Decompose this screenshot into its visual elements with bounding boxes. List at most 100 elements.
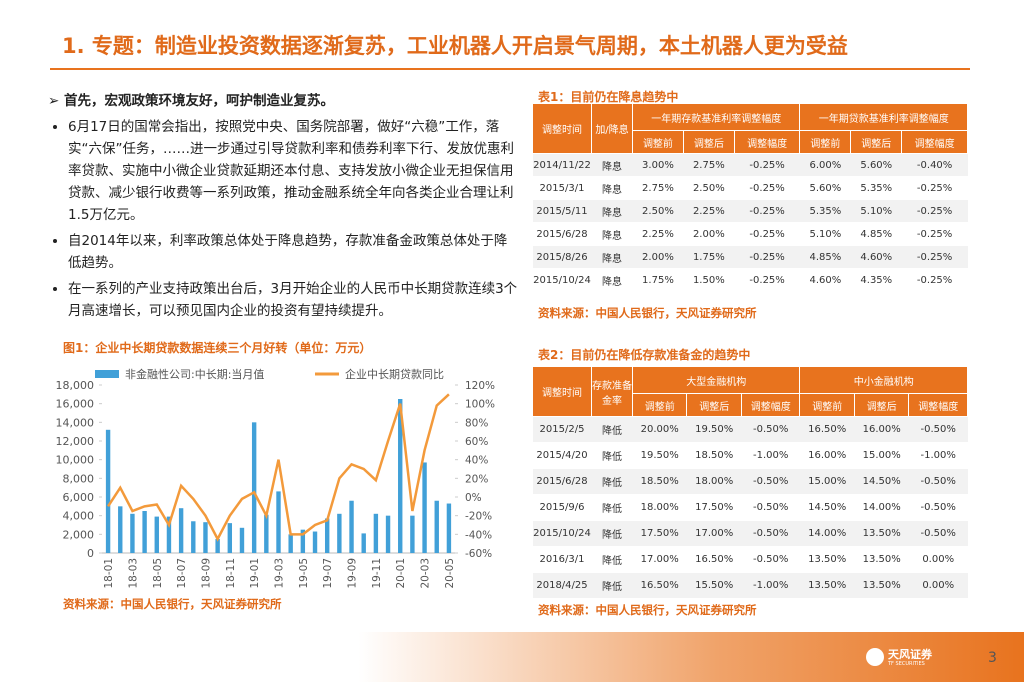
bar: [130, 513, 135, 553]
table-cell: 2.75%: [683, 153, 735, 177]
table-title: 表2：目前仍在降低存款准备金的趋势中: [538, 348, 751, 362]
table-cell: 6.00%: [799, 153, 851, 177]
x-tick-label: 19-09: [347, 558, 359, 589]
table-cell: 5.10%: [850, 199, 902, 223]
brand: 天风证券: [888, 648, 932, 661]
table-row: 2014/11/22 降息 3.00% 2.75% -0.25% 6.00% 5.60% -0…: [532, 153, 968, 177]
x-tick-label: 19-11: [371, 558, 383, 589]
table-cell: 18.00%: [632, 494, 687, 521]
table-cell: 2015/8/26: [532, 245, 592, 269]
table-row: 2015/4/20 降低 19.50% 18.50% -1.00% 16.00% 15.00…: [532, 442, 968, 469]
bar: [154, 516, 159, 553]
table-cell: 4.85%: [850, 222, 902, 246]
y-tick-label: 12,000: [56, 435, 95, 448]
bar: [288, 534, 293, 553]
x-tick-label: 19-07: [322, 558, 334, 589]
bar: [385, 515, 391, 553]
table-cell: 14.50%: [799, 494, 855, 521]
header-cell: 一年期存款基准利率调整幅度: [631, 103, 801, 131]
table-cell: -0.25%: [734, 268, 800, 292]
table-cell: 5.35%: [850, 176, 902, 200]
header-cell: 调整幅度: [901, 130, 968, 154]
bar: [227, 523, 233, 553]
table-cell: 2015/5/11: [532, 199, 592, 223]
table-cell: -0.50%: [908, 468, 968, 495]
table-cell: 降低: [591, 416, 633, 443]
table-row: 2015/10/24 降息 1.75% 1.50% -0.25% 4.60% 4.35% -0…: [532, 268, 968, 292]
bar: [178, 508, 184, 553]
table-cell: 2015/3/1: [532, 176, 592, 200]
table-cell: 15.00%: [854, 442, 909, 469]
table-cell: 2.75%: [632, 176, 684, 200]
table-cell: 2.00%: [683, 222, 735, 246]
table-cell: -0.25%: [901, 199, 968, 223]
table-cell: 1.50%: [683, 268, 735, 292]
bar: [446, 503, 452, 553]
chart-source: 资料来源：中国人民银行，天风证券研究所: [63, 597, 282, 611]
table-cell: 16.50%: [686, 546, 742, 573]
table: 调整时间 加/降息 一年期存款基准利率调整幅度 一年期贷款基准利率调整幅度 调整前 调整后…: [532, 103, 968, 292]
bar: [239, 527, 245, 553]
header-row: 调整前 调整后 调整幅度 调整前 调整后 调整幅度: [533, 130, 968, 154]
table-cell: 2016/3/1: [532, 546, 592, 573]
table-cell: 2018/4/25: [532, 572, 592, 599]
table-cell: 2.25%: [632, 222, 684, 246]
table-cell: -0.25%: [734, 176, 800, 200]
table-cell: 16.00%: [854, 416, 909, 443]
table-cell: 2015/9/6: [532, 494, 592, 521]
table-row: 2016/3/1 降低 17.00% 16.50% -0.50% 13.50% 13.50%…: [532, 546, 968, 573]
bar: [324, 518, 330, 553]
y2-tick-label: -20%: [465, 511, 492, 523]
bullet: 在一系列的产业支持政策出台后，3月开始企业的人民币中长期贷款连续3个月高速增长，…: [68, 278, 520, 322]
table-cell: 2015/4/20: [532, 442, 592, 469]
table-cell: 16.50%: [799, 416, 855, 443]
table-cell: 13.50%: [854, 572, 909, 599]
table-cell: 降低: [591, 546, 633, 573]
table-cell: 17.50%: [632, 520, 687, 547]
table-cell: 降低: [591, 520, 633, 547]
header-cell: 调整时间: [532, 103, 592, 154]
table-cell: 18.50%: [686, 442, 742, 469]
table-cell: 5.35%: [799, 199, 851, 223]
header-cell: 调整后: [853, 393, 910, 417]
bar: [105, 429, 111, 553]
table-cell: -0.50%: [741, 416, 800, 443]
bar: [264, 514, 269, 553]
table-source: 资料来源：中国人民银行，天风证券研究所: [538, 306, 757, 320]
table-cell: 0.00%: [908, 546, 968, 573]
y-tick-label: 10,000: [56, 454, 95, 467]
body-text: ➢ 首先，宏观政策环境友好，呵护制造业复苏。 6月17日的国常会指出，按照党中央…: [48, 90, 520, 326]
table-cell: 降息: [591, 153, 633, 177]
bar: [251, 422, 257, 553]
table-cell: -0.50%: [741, 494, 800, 521]
brand-en: TF SECURITIES: [888, 661, 925, 667]
table-cell: 14.00%: [799, 520, 855, 547]
table-cell: -0.25%: [901, 176, 968, 200]
table-cell: 18.00%: [686, 468, 742, 495]
table-cell: 1.75%: [683, 245, 735, 269]
header-row: 调整时间 存款准备金率 大型金融机构 中小金融机构: [532, 366, 968, 417]
table-cell: -0.25%: [734, 153, 800, 177]
bar: [337, 513, 342, 553]
header-cell: 调整后: [686, 393, 742, 417]
table-cell: 4.35%: [850, 268, 902, 292]
bar: [410, 515, 415, 553]
x-tick-label: 18-01: [103, 558, 115, 589]
table-row: 2015/10/24 降低 17.50% 17.00% -0.50% 14.00% 13.5…: [532, 520, 968, 547]
table-cell: 降低: [591, 442, 633, 469]
table-cell: 降息: [591, 199, 633, 223]
x-tick-label: 18-09: [200, 558, 212, 589]
table-cell: 14.50%: [854, 468, 909, 495]
table-cell: 13.50%: [854, 546, 909, 573]
page-title: 1. 专题：制造业投资数据逐渐复苏，工业机器人开启景气周期，本土机器人更为受益: [62, 34, 848, 58]
header-cell: 存款准备金率: [591, 366, 633, 417]
bar: [142, 511, 147, 553]
bar: [398, 399, 403, 553]
y-tick-label: 18,000: [56, 379, 95, 392]
table-cell: 20.00%: [632, 416, 687, 443]
table-cell: 19.50%: [632, 442, 687, 469]
title-rule: [50, 68, 970, 70]
table-cell: 13.50%: [799, 546, 855, 573]
table-cell: 13.50%: [799, 572, 855, 599]
table-cell: 0.00%: [908, 572, 968, 599]
